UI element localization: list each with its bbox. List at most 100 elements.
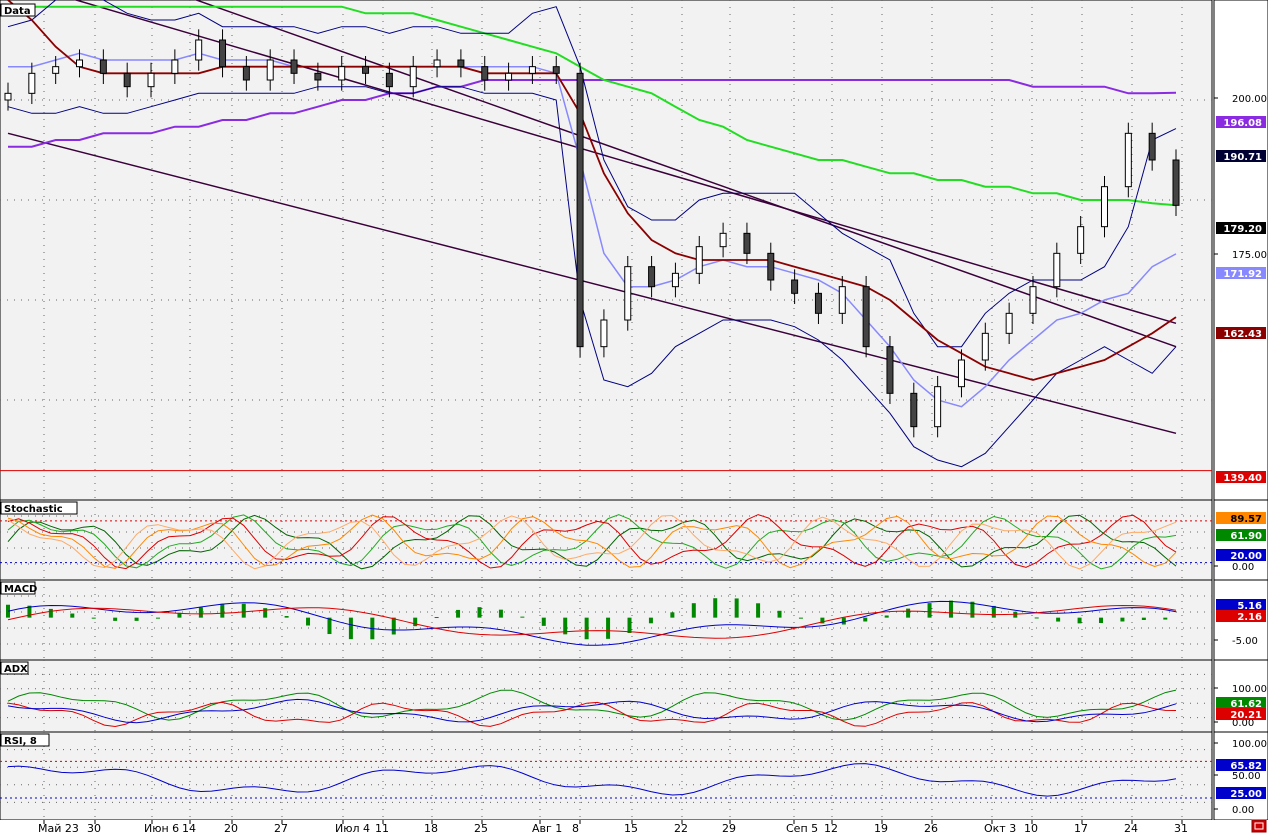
- macd-histogram-bar: [820, 617, 825, 624]
- macd-histogram-bar: [220, 603, 225, 618]
- value-tag: [1216, 150, 1266, 162]
- adx-plus-di-line: [7, 689, 1177, 721]
- macd-histogram-bar: [91, 617, 96, 619]
- macd-histogram-bar: [691, 603, 696, 618]
- macd-histogram-bar: [1013, 611, 1018, 618]
- panel-title-box: [0, 3, 36, 17]
- macd-histogram-bar: [477, 607, 482, 618]
- sma-dark-red-line: [7, 0, 1177, 381]
- value-tag: [1216, 267, 1266, 279]
- value-tag-label: 25.00: [1230, 789, 1262, 800]
- macd-histogram-bar: [991, 605, 996, 618]
- x-tick-label: 26: [924, 822, 938, 834]
- panel-title-price: Data: [4, 6, 31, 17]
- macd-histogram-bar: [948, 600, 953, 618]
- candle: [457, 59, 465, 68]
- candle: [695, 246, 703, 274]
- macd-histogram-bar: [520, 616, 525, 618]
- candle: [147, 72, 155, 88]
- macd-histogram-bar: [863, 617, 868, 622]
- candle: [338, 66, 346, 81]
- value-tag: [1216, 529, 1266, 541]
- macd-histogram-bar: [1120, 617, 1125, 622]
- macd-histogram-bar: [177, 612, 182, 618]
- candle: [576, 72, 584, 348]
- macd-histogram-bar: [498, 609, 503, 618]
- candle: [433, 59, 441, 68]
- candle: [528, 66, 536, 74]
- axis-tick-label: 175.00: [1232, 250, 1267, 261]
- x-tick-label: 8: [572, 822, 579, 834]
- macd-histogram-bar: [327, 617, 332, 635]
- candle: [314, 72, 322, 81]
- x-tick-label: 22: [674, 822, 688, 834]
- macd-histogram-bar: [156, 617, 161, 619]
- candle: [219, 39, 227, 68]
- macd-histogram-bar: [670, 612, 675, 618]
- macd-histogram-bar: [884, 615, 889, 618]
- value-tag: [1216, 787, 1266, 799]
- candle: [505, 72, 513, 81]
- panel-price: [0, 0, 1213, 501]
- macd-histogram-bar: [734, 598, 739, 618]
- panel-stochastic: [0, 499, 1213, 581]
- channel-upper-line: [73, 0, 1177, 325]
- value-tag-label: 2.16: [1237, 612, 1262, 623]
- x-tick-label: Сеп 5: [786, 822, 818, 834]
- macd-histogram-bar: [1034, 617, 1039, 619]
- candle: [791, 279, 799, 294]
- sma-purple-line: [8, 79, 1177, 148]
- macd-histogram-bar: [434, 617, 439, 619]
- axis-price: [1213, 0, 1268, 501]
- value-tag: [1216, 512, 1266, 524]
- macd-histogram-bar: [198, 607, 203, 618]
- panel-adx: [0, 659, 1213, 733]
- axis-tick-label: 0.00: [1232, 718, 1254, 729]
- candle: [1053, 252, 1061, 288]
- candle: [99, 59, 107, 74]
- stoch-line: [7, 514, 1177, 570]
- macd-histogram-bar: [413, 617, 418, 627]
- candle: [242, 66, 250, 81]
- value-tag-label: 190.71: [1223, 152, 1262, 163]
- x-tick-label: 29: [722, 822, 736, 834]
- candle: [362, 66, 370, 74]
- candle: [1005, 312, 1013, 334]
- candle: [981, 332, 989, 361]
- macd-histogram-bar: [27, 605, 32, 618]
- macd-histogram-bar: [306, 617, 311, 626]
- macd-histogram-bar: [391, 617, 396, 635]
- axis-tick-label: -5.00: [1232, 636, 1258, 647]
- macd-histogram-bar: [777, 610, 782, 618]
- value-tag-label: 20.21: [1230, 710, 1262, 721]
- stoch-line: [7, 514, 1177, 569]
- panel-title-stochastic: Stochastic: [4, 504, 63, 515]
- adx-minus-di-line: [7, 701, 1177, 728]
- value-tag: [1216, 697, 1266, 709]
- macd-histogram-bar: [841, 617, 846, 625]
- value-tag: [1216, 549, 1266, 561]
- axis-tick-label: 0.00: [1232, 562, 1254, 573]
- x-tick-label: Май 23: [38, 822, 79, 834]
- axis-tick-label: 200.00: [1232, 94, 1267, 105]
- adx-line: [7, 698, 1177, 724]
- rsi-line: [7, 763, 1177, 797]
- x-tick-label: 18: [424, 822, 438, 834]
- window-menu-icon[interactable]: [1251, 819, 1267, 833]
- macd-histogram-bar: [1077, 617, 1082, 624]
- macd-histogram-bar: [284, 616, 289, 618]
- macd-histogram-bar: [927, 603, 932, 618]
- candle: [838, 286, 846, 314]
- macd-histogram-bar: [713, 598, 718, 618]
- axis-tick-label: 100.00: [1232, 684, 1267, 695]
- x-tick-label: 17: [1074, 822, 1088, 834]
- x-tick-label: 15: [624, 822, 638, 834]
- candle: [385, 72, 393, 88]
- macd-histogram-bar: [906, 608, 911, 618]
- macd-histogram-bar: [134, 617, 139, 621]
- candle: [600, 319, 608, 348]
- macd-histogram-bar: [541, 617, 546, 626]
- bollinger-mid-line: [8, 52, 1177, 408]
- value-tag: [1216, 222, 1266, 234]
